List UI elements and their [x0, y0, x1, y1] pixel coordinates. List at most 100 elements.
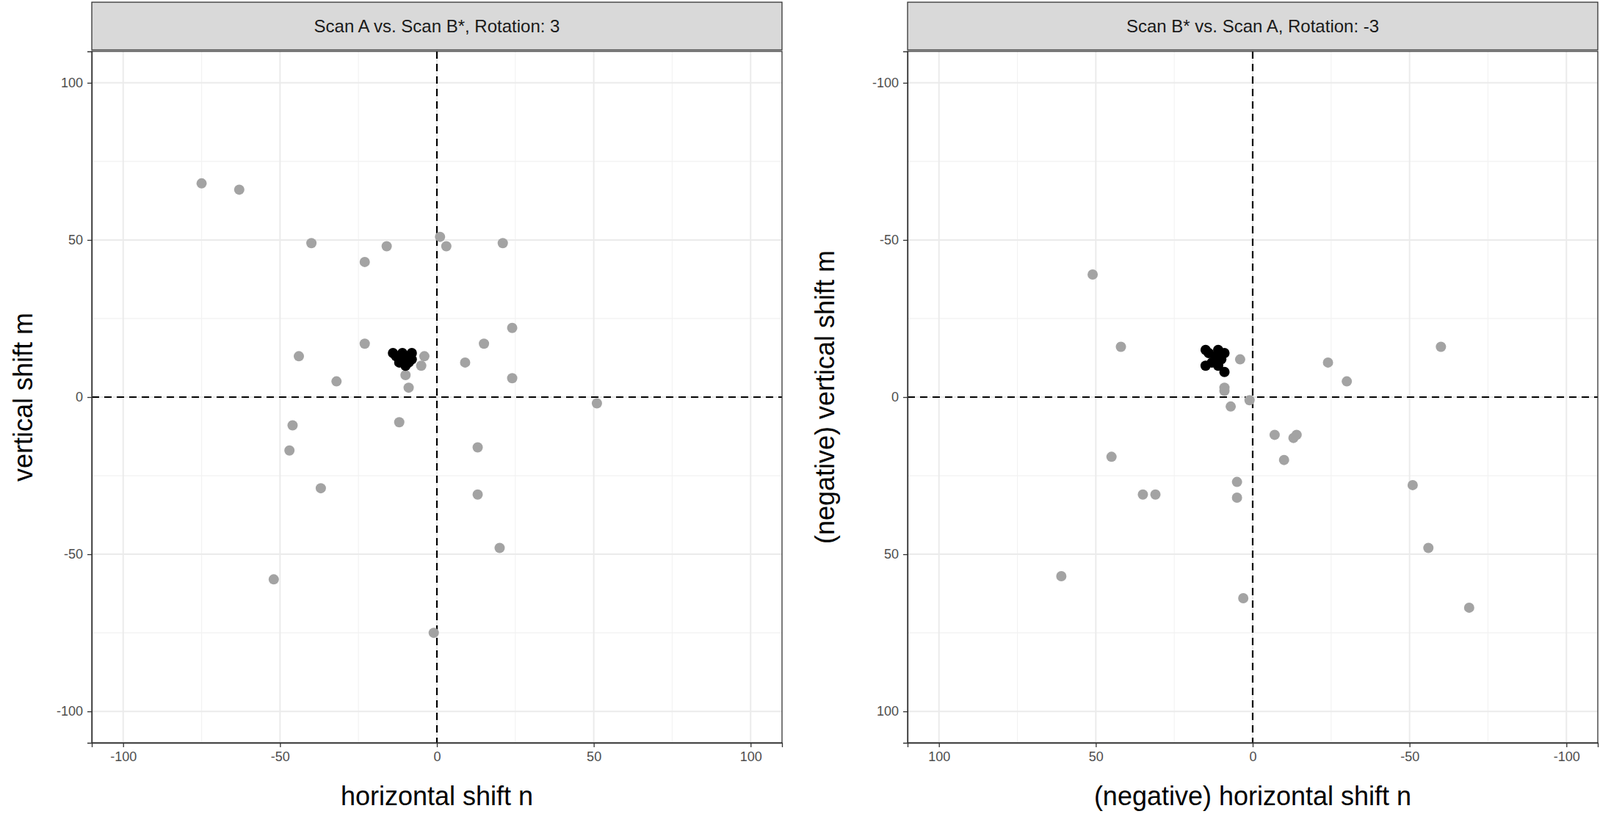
point [284, 445, 295, 456]
tick: -100 [56, 704, 92, 719]
tick-mark [903, 397, 908, 398]
point [306, 237, 317, 249]
plot-background [91, 51, 783, 744]
tick-label: 100 [876, 704, 899, 719]
tick: -50 [63, 547, 92, 562]
tick-mark [87, 397, 92, 398]
point [1279, 455, 1290, 466]
point [1232, 477, 1243, 488]
tick-label: 50 [68, 232, 83, 248]
point [287, 420, 298, 432]
tick-mark [87, 240, 92, 241]
point [1244, 395, 1255, 406]
y-axis: -100 -50 0 50 100 [56, 52, 93, 744]
point [381, 240, 393, 252]
tick-mark [750, 743, 752, 748]
axis-line [92, 743, 783, 749]
tick-label: -100 [56, 704, 83, 719]
tick-mark [123, 743, 125, 748]
grid-line [91, 396, 783, 398]
point [315, 483, 327, 494]
tick: 100 [928, 743, 951, 765]
plot-frame [91, 51, 783, 744]
point [478, 338, 490, 349]
point [441, 240, 452, 252]
point [359, 256, 371, 268]
point [1210, 354, 1221, 365]
point [416, 360, 427, 371]
axis-line [908, 743, 1599, 749]
point [1323, 357, 1334, 368]
point [507, 373, 518, 384]
tick-mark [1252, 743, 1254, 748]
tick-mark [87, 711, 92, 713]
tick-label: -100 [110, 749, 137, 765]
point [494, 543, 505, 554]
tick-mark [903, 554, 908, 556]
tick-label: -50 [63, 547, 83, 562]
reference-line [436, 51, 438, 744]
point [1055, 571, 1067, 582]
panel: Scan B* vs. Scan A, Rotation: -3100500-5… [809, 2, 1599, 812]
panel: Scan A vs. Scan B*, Rotation: 3 -100 -50 0 5… [8, 2, 783, 812]
x-axis: -100-50050100 [92, 743, 783, 765]
tick-label: 50 [1088, 749, 1104, 765]
point [1237, 593, 1249, 604]
point [1219, 385, 1230, 396]
tick-label: -100 [1553, 749, 1581, 765]
plot-area [907, 51, 1598, 744]
x-axis-title: (negative) horizontal shift n [1094, 781, 1412, 812]
point [359, 338, 371, 349]
point [196, 178, 208, 189]
tick-mark [436, 743, 438, 748]
tick: 50 [1088, 743, 1104, 765]
point [1116, 341, 1127, 352]
tick-mark [87, 82, 92, 84]
point [459, 357, 470, 368]
tick-label: -100 [872, 75, 899, 91]
tick: -100 [1553, 743, 1581, 765]
point [1087, 269, 1098, 280]
tick: -50 [270, 743, 291, 765]
tick: 0 [891, 389, 908, 405]
point [1435, 341, 1446, 352]
tick: -50 [879, 232, 908, 248]
tick: 0 [1249, 743, 1257, 765]
tick-label: 0 [75, 389, 83, 405]
tick-label: 100 [740, 749, 763, 765]
tick-mark [1566, 743, 1567, 748]
tick-mark [593, 743, 595, 748]
series [387, 348, 418, 371]
point [507, 323, 518, 334]
tick-label: -50 [270, 749, 291, 765]
tick-mark [903, 240, 908, 241]
tick-label: 0 [1249, 749, 1257, 765]
tick-label: 100 [60, 75, 83, 91]
tick-mark [87, 554, 92, 556]
point [234, 184, 245, 195]
strip [907, 2, 1598, 50]
point [406, 354, 418, 365]
axis-line [903, 52, 909, 744]
point [1423, 543, 1434, 554]
point [1137, 489, 1148, 501]
point [428, 627, 440, 639]
tick-label: 50 [884, 547, 899, 562]
x-axis-title: horizontal shift n [340, 781, 534, 812]
point [1341, 376, 1352, 387]
point [1219, 367, 1230, 378]
point [403, 382, 415, 393]
tick: 100 [740, 743, 763, 765]
plot-frame [907, 51, 1598, 744]
point [1291, 429, 1302, 440]
panel-title: Scan A vs. Scan B*, Rotation: 3 [314, 16, 561, 36]
strip [91, 2, 783, 50]
tick: 100 [876, 704, 908, 719]
point [419, 350, 430, 362]
tick: -100 [110, 743, 137, 765]
point [1219, 348, 1230, 359]
tick-label: 0 [433, 749, 441, 765]
x-axis: 100500-50-100 [908, 743, 1599, 765]
point [394, 417, 405, 428]
chart-root: Scan A vs. Scan B*, Rotation: 3 -100 -50 0 5… [0, 0, 1600, 814]
